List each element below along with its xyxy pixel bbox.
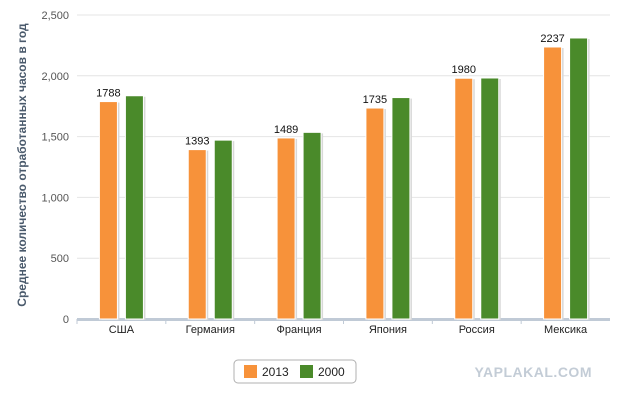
labels-layer: 0 500 1,000 1,500 2,000 2,500 1788 США 1393 Герма…: [41, 10, 588, 336]
bar-2000-0[interactable]: [124, 95, 144, 320]
y-tick-label: 2,500: [41, 10, 69, 22]
legend-box: [233, 359, 357, 384]
data-label: 1788: [96, 88, 120, 100]
grid-layer: [76, 14, 610, 324]
legend-label-2000[interactable]: 2000: [318, 365, 345, 379]
data-label: 1489: [274, 124, 298, 136]
legend[interactable]: 2013 2000: [233, 359, 357, 384]
y-tick-label: 500: [51, 253, 69, 265]
y-tick-label: 0: [63, 314, 69, 326]
bar-2000-1[interactable]: [213, 139, 233, 320]
bar-2013-0[interactable]: [98, 101, 118, 320]
data-label: 2237: [540, 33, 564, 45]
bar-2000-4[interactable]: [480, 77, 500, 320]
y-axis-title: Среднее количество отработанных часов в …: [15, 23, 29, 307]
watermark-logo: YAPLAKAL.COM: [475, 364, 593, 380]
bar-2013-2[interactable]: [276, 137, 296, 320]
bar-2013-1[interactable]: [187, 149, 207, 320]
legend-swatch-2000: [300, 365, 313, 378]
bar-2013-3[interactable]: [365, 107, 385, 320]
bar-2000-2[interactable]: [302, 131, 322, 320]
data-label: 1735: [363, 94, 387, 106]
y-tick-label: 1,000: [41, 192, 69, 204]
y-tick-label: 2,000: [41, 71, 69, 83]
x-category-label: Япония: [369, 324, 407, 336]
bar-2000-5[interactable]: [569, 37, 589, 320]
x-category-label: Мексика: [544, 324, 588, 336]
x-category-label: Германия: [186, 324, 235, 336]
y-tick-label: 1,500: [41, 132, 69, 144]
bar-2013-5[interactable]: [543, 46, 563, 320]
bar-2000-3[interactable]: [391, 97, 411, 320]
legend-swatch-2013: [244, 365, 257, 378]
bar-2013-4[interactable]: [454, 77, 474, 320]
data-label: 1393: [185, 136, 209, 148]
x-category-label: Россия: [459, 324, 495, 336]
x-category-label: США: [109, 324, 135, 336]
x-category-label: Франция: [277, 324, 322, 336]
legend-label-2013[interactable]: 2013: [262, 365, 289, 379]
bars-layer: [98, 37, 590, 321]
data-label: 1980: [452, 64, 476, 76]
